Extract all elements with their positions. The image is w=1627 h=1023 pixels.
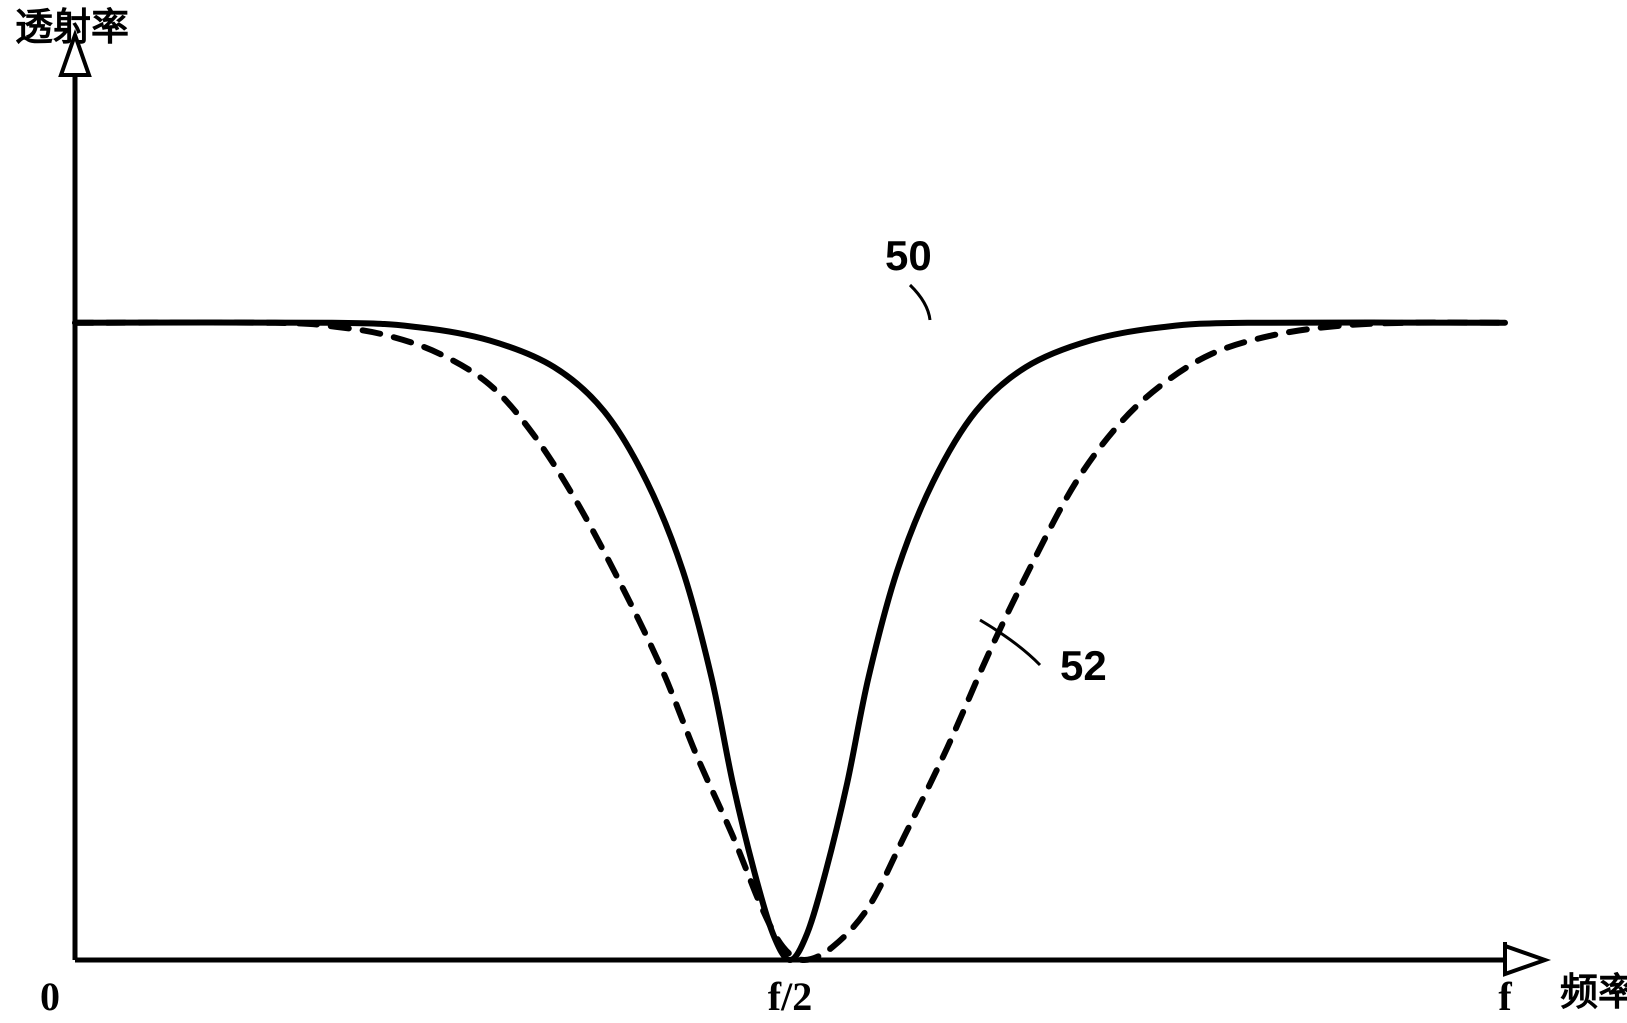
- x-axis-arrowhead: [1505, 946, 1545, 974]
- x-tick-label-1: f/2: [768, 974, 812, 1019]
- curve-50-label-text: 50: [885, 232, 932, 279]
- x-tick-label-2: f: [1498, 974, 1512, 1019]
- curve-50: [75, 322, 1505, 960]
- curve-50-leader: [910, 285, 930, 320]
- y-axis-label-text: 透射率: [15, 7, 129, 49]
- x-axis-label-text: 频率: [1560, 972, 1627, 1014]
- curve-52: [75, 322, 1505, 960]
- x-tick-label-0: 0: [40, 974, 60, 1019]
- curve-52-label-text: 52: [1060, 642, 1107, 689]
